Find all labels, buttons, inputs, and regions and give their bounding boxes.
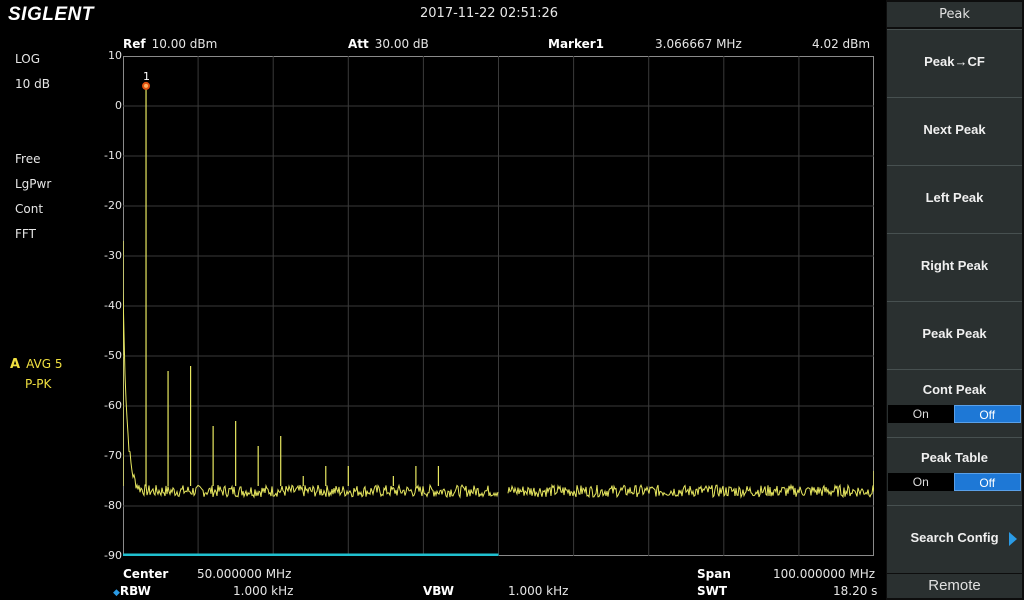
date-time: 2017-11-22 02:51:26 bbox=[420, 6, 559, 21]
cont-peak-off[interactable]: Off bbox=[953, 405, 1021, 423]
marker-frequency: 3.066667 MHz bbox=[655, 37, 742, 51]
cont-peak-button[interactable]: Cont Peak On Off bbox=[887, 369, 1022, 437]
y-tick-label: -70 bbox=[104, 449, 122, 462]
y-tick-label: -50 bbox=[104, 349, 122, 362]
att-label: Att bbox=[348, 37, 369, 51]
marker-1-center bbox=[144, 83, 149, 88]
y-tick-label: -20 bbox=[104, 199, 122, 212]
trigger-mode: Free bbox=[15, 152, 41, 166]
rbw-value: 1.000 kHz bbox=[233, 584, 294, 598]
center-label: Center bbox=[123, 567, 169, 581]
cont-peak-label: Cont Peak bbox=[922, 382, 987, 397]
span-value: 100.000000 MHz bbox=[773, 567, 876, 581]
y-tick-label: -90 bbox=[104, 549, 122, 562]
cont-peak-on[interactable]: On bbox=[888, 405, 954, 423]
next-peak-label: Next Peak bbox=[923, 122, 986, 137]
spectrum-plot[interactable]: 1 bbox=[123, 56, 874, 556]
y-tick-label: 0 bbox=[115, 99, 122, 112]
peak-peak-label: Peak Peak bbox=[922, 326, 987, 341]
sweep-mode: Cont bbox=[15, 202, 44, 216]
marker-1-number: 1 bbox=[143, 70, 150, 83]
next-peak-button[interactable]: Next Peak bbox=[887, 97, 1022, 165]
scale-type: LOG bbox=[15, 52, 41, 66]
submenu-arrow-icon bbox=[1009, 532, 1017, 546]
noise-floor-segment bbox=[123, 291, 499, 499]
swt-value: 18.20 s bbox=[833, 584, 878, 598]
y-tick-label: -80 bbox=[104, 499, 122, 512]
y-tick-label: -40 bbox=[104, 299, 122, 312]
avg-type: LgPwr bbox=[15, 177, 52, 191]
remote-status: Remote bbox=[887, 574, 1022, 598]
peak-table-button[interactable]: Peak Table On Off bbox=[887, 437, 1022, 505]
span-label: Span bbox=[697, 567, 731, 581]
ref-value: 10.00 dBm bbox=[151, 37, 218, 51]
trace-letter: A bbox=[10, 357, 21, 372]
marker-label: Marker1 bbox=[548, 37, 605, 51]
vbw-value: 1.000 kHz bbox=[508, 584, 569, 598]
y-tick-label: -60 bbox=[104, 399, 122, 412]
y-tick-label: -30 bbox=[104, 249, 122, 262]
search-config-label: Search Config bbox=[910, 530, 999, 545]
center-value: 50.000000 MHz bbox=[197, 567, 292, 581]
swt-label: SWT bbox=[697, 584, 728, 598]
vbw-label: VBW bbox=[423, 584, 455, 598]
y-tick-label: 10 bbox=[108, 49, 122, 62]
peak-table-on[interactable]: On bbox=[888, 473, 954, 491]
attenuation: Att 30.00 dB bbox=[348, 37, 429, 51]
noise-floor-segment bbox=[507, 483, 874, 499]
trace-mode: AVG 5 bbox=[26, 357, 63, 371]
right-peak-button[interactable]: Right Peak bbox=[887, 233, 1022, 301]
ref-label: Ref bbox=[123, 37, 146, 51]
center-freq: Center bbox=[123, 567, 168, 581]
marker-1: 1 bbox=[142, 70, 151, 90]
peak-to-cf-label: Peak→CF bbox=[924, 54, 985, 69]
right-peak-label: Right Peak bbox=[920, 258, 989, 273]
rbw-indicator-icon: ◆ bbox=[113, 588, 120, 598]
rbw: ◆RBW bbox=[113, 584, 151, 598]
left-peak-label: Left Peak bbox=[925, 190, 984, 205]
trace-detector: P-PK bbox=[25, 377, 52, 391]
scale-div: 10 dB bbox=[15, 77, 50, 91]
left-peak-button[interactable]: Left Peak bbox=[887, 165, 1022, 233]
cont-peak-toggle[interactable]: On Off bbox=[888, 405, 1021, 423]
ref-level: Ref 10.00 dBm bbox=[123, 37, 217, 51]
peak-peak-button[interactable]: Peak Peak bbox=[887, 301, 1022, 369]
search-config-button[interactable]: Search Config bbox=[887, 505, 1022, 573]
siglent-logo: SIGLENT bbox=[8, 4, 94, 25]
sweep-type: FFT bbox=[15, 227, 36, 241]
rbw-label: RBW bbox=[119, 584, 151, 598]
peak-table-off[interactable]: Off bbox=[953, 473, 1021, 491]
trace-a-status: A AVG 5 bbox=[10, 357, 62, 372]
peak-table-toggle[interactable]: On Off bbox=[888, 473, 1021, 491]
marker-level: 4.02 dBm bbox=[812, 37, 871, 51]
y-tick-label: -10 bbox=[104, 149, 122, 162]
peak-table-label: Peak Table bbox=[921, 450, 988, 465]
menu-title: Peak bbox=[887, 2, 1022, 27]
att-value: 30.00 dB bbox=[374, 37, 429, 51]
spectrum-trace bbox=[123, 85, 874, 556]
peak-to-cf-button[interactable]: Peak→CF bbox=[887, 29, 1022, 97]
